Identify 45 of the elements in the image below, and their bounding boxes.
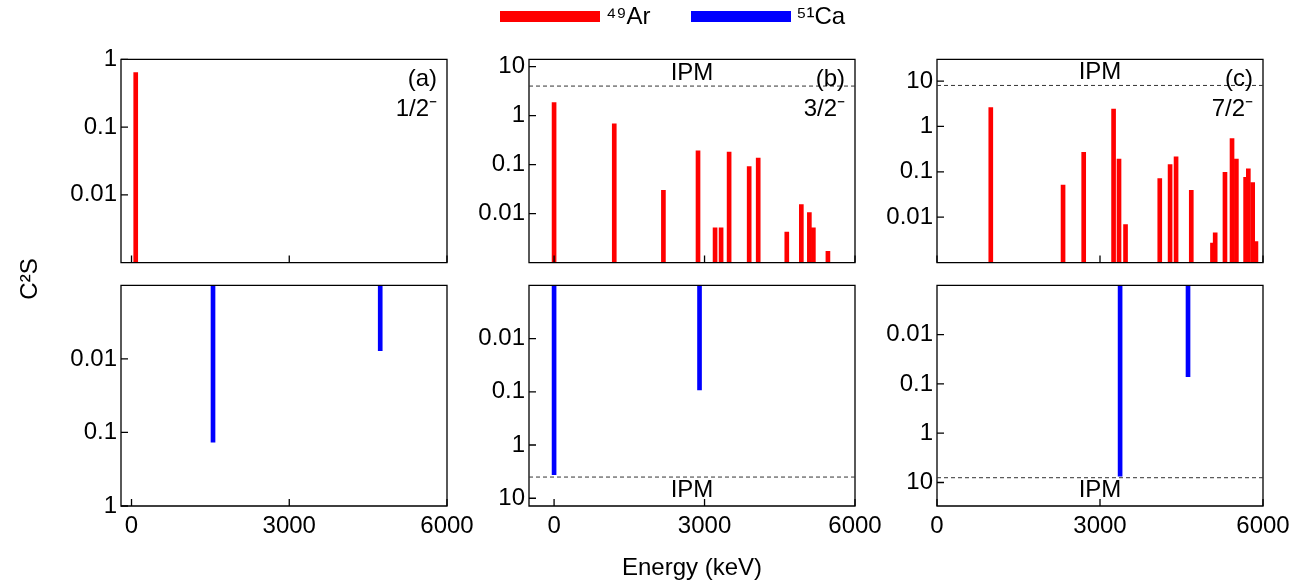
x-tick-label: 6000 bbox=[828, 511, 882, 539]
y-tick-label: 0.1 bbox=[491, 149, 525, 177]
annotation: (a) bbox=[407, 64, 437, 92]
y-tick-label: 0.1 bbox=[83, 417, 117, 445]
x-tick-label: 3000 bbox=[677, 511, 732, 539]
annotation: (c) bbox=[1225, 64, 1253, 92]
ref-line-label: IPM bbox=[670, 474, 714, 502]
y-tick-label: 1 bbox=[511, 429, 525, 457]
y-tick-label: 0.01 bbox=[478, 198, 525, 226]
y-tick-label: 1 bbox=[919, 111, 933, 139]
annotation: (b) bbox=[815, 64, 845, 92]
legend-label: ⁵¹Ca bbox=[796, 2, 846, 30]
y-tick-label: 0.01 bbox=[886, 319, 933, 347]
y-tick-label: 10 bbox=[906, 65, 933, 93]
y-tick-label: 1 bbox=[103, 490, 117, 518]
legend-label: ⁴⁹Ar bbox=[606, 2, 651, 30]
y-tick-label: 0.01 bbox=[70, 343, 117, 371]
y-tick-label: 10 bbox=[498, 482, 525, 510]
y-tick-label: 0.1 bbox=[899, 368, 933, 396]
y-tick-label: 0.01 bbox=[886, 201, 933, 229]
x-tick-label: 0 bbox=[547, 511, 561, 539]
y-tick-label: 0.1 bbox=[491, 376, 525, 404]
x-tick-label: 3000 bbox=[1073, 511, 1127, 539]
x-tick-label: 3000 bbox=[262, 511, 316, 539]
y-tick-label: 1 bbox=[103, 44, 117, 72]
x-tick-label: 6000 bbox=[420, 511, 474, 539]
y-axis-title: C²S bbox=[14, 258, 43, 300]
annotation: 7/2⁻ bbox=[1211, 94, 1253, 122]
y-tick-label: 1 bbox=[919, 417, 933, 445]
y-tick-label: 0.1 bbox=[83, 111, 117, 139]
y-tick-label: 1 bbox=[511, 100, 525, 128]
y-tick-label: 10 bbox=[906, 467, 933, 495]
annotation: 3/2⁻ bbox=[803, 94, 845, 122]
x-tick-label: 6000 bbox=[1236, 511, 1290, 539]
y-tick-label: 0.1 bbox=[899, 156, 933, 184]
x-axis-title: Energy (keV) bbox=[621, 553, 763, 581]
x-tick-label: 0 bbox=[124, 511, 139, 539]
ref-line-label: IPM bbox=[1078, 475, 1122, 503]
ref-line-label: IPM bbox=[670, 57, 714, 85]
y-tick-label: 0.01 bbox=[70, 179, 117, 207]
y-tick-label: 10 bbox=[498, 51, 525, 79]
annotation: 1/2⁻ bbox=[395, 94, 437, 122]
ref-line-label: IPM bbox=[1078, 57, 1122, 85]
y-tick-label: 0.01 bbox=[478, 323, 525, 351]
x-tick-label: 0 bbox=[930, 511, 944, 539]
